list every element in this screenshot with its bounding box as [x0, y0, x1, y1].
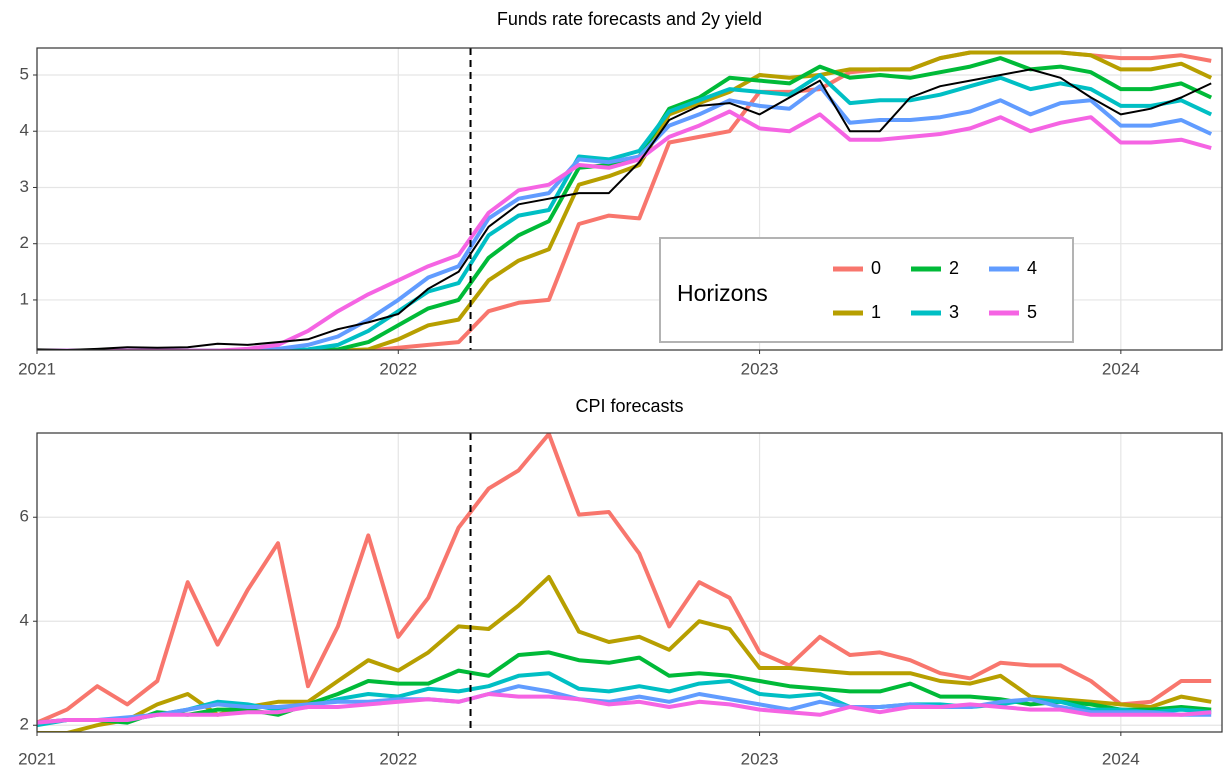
x-tick-label: 2022 [379, 359, 417, 378]
plot-lines [37, 433, 1212, 732]
y-tick-label: 6 [20, 507, 29, 526]
forecast-line [37, 84, 1213, 350]
legend-label: 0 [871, 258, 881, 278]
forecast-line [37, 692, 1212, 725]
x-tick-label: 2024 [1102, 359, 1140, 378]
x-tick-label: 2021 [18, 749, 56, 768]
x-tick-label: 2023 [741, 359, 779, 378]
y-tick-label: 2 [20, 715, 29, 734]
legend-label: 1 [871, 302, 881, 322]
panel-border [36, 432, 1223, 733]
forecast-line [37, 50, 1213, 350]
x-tick-label: 2021 [18, 359, 56, 378]
y-tick-label: 4 [20, 611, 29, 630]
plot-lines [37, 50, 1213, 350]
legend-label: 3 [949, 302, 959, 322]
chart-title: CPI forecasts [575, 396, 683, 416]
panel-background [37, 433, 1222, 732]
x-tick-label: 2022 [379, 749, 417, 768]
legend-box [659, 237, 1074, 343]
y-tick-label: 3 [20, 177, 29, 196]
y-tick-label: 5 [20, 64, 29, 83]
forecast-line [37, 433, 1212, 725]
panel-border [36, 47, 1223, 351]
forecast-line [37, 684, 1212, 725]
legend-label: 2 [949, 258, 959, 278]
forecast-line [37, 73, 1213, 350]
yield-line [37, 68, 1212, 350]
y-tick-label: 1 [20, 289, 29, 308]
y-tick-label: 2 [20, 233, 29, 252]
x-tick-label: 2023 [741, 749, 779, 768]
legend-label: 5 [1027, 302, 1037, 322]
legend-label: 4 [1027, 258, 1037, 278]
y-tick-label: 4 [20, 121, 29, 140]
x-tick-label: 2024 [1102, 749, 1140, 768]
chart-title: Funds rate forecasts and 2y yield [497, 9, 762, 29]
legend-title: Horizons [677, 280, 768, 306]
